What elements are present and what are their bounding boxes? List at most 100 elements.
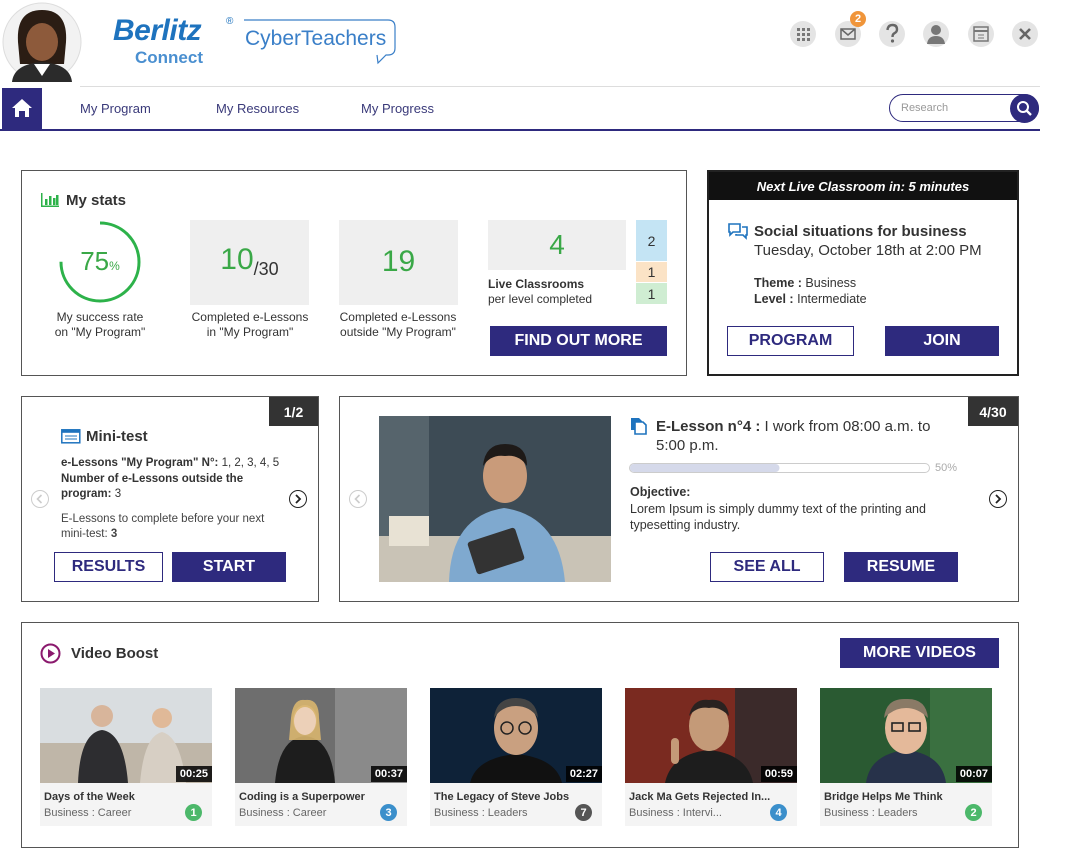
level-box: 2 (636, 220, 667, 262)
elesson-image (379, 416, 611, 582)
nav-item[interactable]: My Progress (361, 101, 434, 116)
nav-item[interactable]: My Resources (216, 101, 300, 116)
theme-label: Theme : (754, 276, 802, 290)
next-live-header: Next Live Classroom in: 5 minutes (709, 172, 1017, 200)
help-icon[interactable] (879, 21, 905, 47)
level-box: 1 (636, 262, 667, 283)
outside-label: Number of e-Lessons outside the program: (61, 473, 244, 500)
next-arrow[interactable] (289, 490, 307, 508)
search-button[interactable] (1010, 94, 1039, 123)
video-category: Business : Career (44, 807, 132, 819)
nav-underline (0, 129, 1040, 131)
video-duration: 00:25 (175, 766, 212, 782)
video-name: Bridge Helps Me Think (824, 791, 943, 803)
minitest-remaining: E-Lessons to complete before your next m… (61, 512, 286, 542)
nav-item[interactable]: My Program (80, 101, 151, 116)
video-badge: 2 (965, 804, 982, 821)
success-number: 75 (80, 246, 110, 276)
video-card[interactable]: 00:59 Jack Ma Gets Rejected In... Business… (625, 688, 797, 826)
remaining-value: 3 (110, 528, 118, 540)
calendar-icon[interactable] (968, 21, 994, 47)
find-out-more-button[interactable]: FIND OUT MORE (490, 326, 667, 356)
video-card[interactable]: 00:07 Bridge Helps Me Think Business : Lea… (820, 688, 992, 826)
completed-value: 10/30 (190, 243, 309, 279)
stats-title: My stats (66, 192, 127, 209)
label-line: Completed e-Lessons (191, 310, 309, 324)
minitest-icon (61, 429, 81, 444)
video-card[interactable]: 00:25 Days of the Week Business : Career 1 (40, 688, 212, 826)
level-box: 1 (636, 283, 667, 305)
next-arrow[interactable] (989, 490, 1007, 508)
video-duration: 00:07 (955, 766, 992, 782)
resume-button[interactable]: RESUME (844, 552, 958, 582)
video-thumbnail (430, 688, 602, 783)
video-card[interactable]: 00:37 Coding is a Superpower Business : Ca… (235, 688, 407, 826)
elesson-icon (631, 418, 647, 435)
video-duration: 00:59 (760, 766, 797, 782)
elesson-title: E-Lesson n°4 : I work from 08:00 a.m. to… (656, 417, 956, 455)
video-badge: 1 (185, 804, 202, 821)
video-name: Jack Ma Gets Rejected In... (629, 791, 771, 803)
apps-icon[interactable] (790, 21, 816, 47)
label-line: in "My Program" (206, 325, 294, 339)
join-button[interactable]: JOIN (885, 326, 999, 356)
video-name: The Legacy of Steve Jobs (434, 791, 570, 803)
program-button[interactable]: PROGRAM (727, 326, 854, 356)
stat-box (339, 220, 458, 305)
stat-box (488, 220, 626, 270)
outside-number: 19 (381, 245, 416, 278)
prev-arrow[interactable] (31, 490, 49, 508)
chat-icon (728, 223, 748, 240)
level-label: Level : (754, 292, 794, 306)
product-bubble (244, 19, 396, 65)
mail-icon[interactable] (835, 21, 861, 47)
results-button[interactable]: RESULTS (54, 552, 163, 582)
lessons-value: 1, 2, 3, 4, 5 (221, 457, 280, 469)
live-number: 4 (549, 229, 565, 260)
start-button[interactable]: START (172, 552, 286, 582)
completed-label: Completed e-Lessons in "My Program" (175, 310, 325, 340)
registered-mark: ® (226, 16, 234, 27)
video-name: Coding is a Superpower (239, 791, 365, 803)
brand: Berlitz (113, 14, 202, 47)
remaining-label: E-Lessons to complete before your next m… (61, 513, 265, 540)
avatar[interactable] (2, 2, 82, 82)
label-line: My success rate (56, 310, 144, 324)
home-button[interactable] (2, 88, 42, 129)
more-videos-button[interactable]: MORE VIDEOS (840, 638, 999, 668)
profile-icon[interactable] (923, 21, 949, 47)
label-line: on "My Program" (54, 325, 146, 339)
video-badge: 7 (575, 804, 592, 821)
live-title: Social situations for business (754, 223, 967, 240)
elesson-title-label: E-Lesson n°4 : (656, 418, 761, 435)
progress-bar (629, 463, 930, 473)
notification-badge: 2 (850, 11, 866, 27)
minitest-outside: Number of e-Lessons outside the program:… (61, 472, 261, 502)
success-ring (59, 221, 141, 303)
prev-arrow[interactable] (349, 490, 367, 508)
live-label: Live Classrooms (488, 277, 585, 291)
video-thumbnail (40, 688, 212, 783)
progress-fill (630, 464, 780, 472)
lessons-label: e-Lessons "My Program" N°: (61, 457, 219, 469)
video-badge: 3 (380, 804, 397, 821)
success-label: My success rate on "My Program" (30, 310, 170, 340)
video-name: Days of the Week (44, 791, 135, 803)
objective-label: Objective: (630, 485, 691, 499)
see-all-button[interactable]: SEE ALL (710, 552, 824, 582)
stats-icon (41, 193, 59, 207)
outside-label: Completed e-Lessons outside "My Program" (323, 310, 473, 340)
video-badge: 4 (770, 804, 787, 821)
minitest-counter: 1/2 (269, 397, 318, 426)
elesson-title-text: I work from 08:00 a.m. to 5:00 p.m. (656, 418, 931, 454)
minitest-lessons: e-Lessons "My Program" N°: 1, 2, 3, 4, 5 (61, 457, 279, 469)
label-line: outside "My Program" (340, 325, 456, 339)
video-category: Business : Intervi... (629, 807, 722, 819)
video-card[interactable]: 02:27 The Legacy of Steve Jobs Business : … (430, 688, 602, 826)
search-placeholder: Research (901, 102, 949, 114)
close-icon[interactable] (1012, 21, 1038, 47)
completed-number: 10 (220, 243, 254, 276)
sub-brand: Connect (135, 48, 203, 67)
